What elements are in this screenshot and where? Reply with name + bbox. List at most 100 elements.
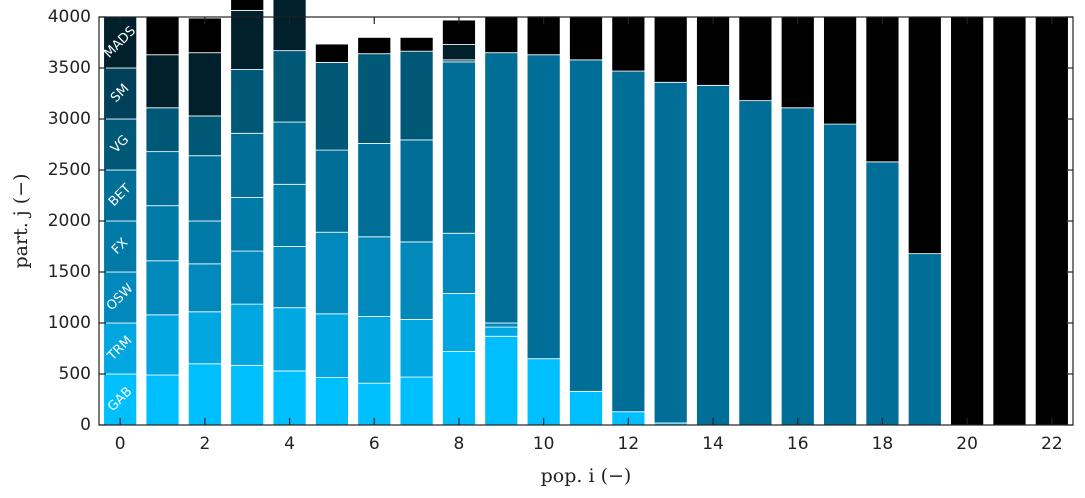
bar-segment-bet-17 — [823, 123, 858, 426]
bar-segment-gab-4 — [272, 370, 307, 426]
bar-segment-trm-2 — [187, 311, 222, 365]
bar-segment-bet-7 — [399, 139, 434, 243]
bar-segment-remainder-16 — [780, 16, 815, 109]
x-axis-label: pop. i (−) — [541, 465, 632, 487]
y-tick-label: 1500 — [48, 262, 91, 282]
bar-segment-remainder-18 — [865, 16, 900, 163]
y-tick-label: 4000 — [48, 7, 91, 27]
bars-layer — [103, 0, 1069, 426]
y-tick-label: 2000 — [48, 211, 91, 231]
bar-segment-remainder-7 — [399, 37, 434, 52]
bar-segment-remainder-9 — [484, 16, 519, 54]
bar-segment-bet-18 — [865, 161, 900, 426]
x-tick-label: 12 — [618, 434, 640, 454]
bar-segment-trm-6 — [357, 315, 392, 384]
x-tick-label: 18 — [872, 434, 894, 454]
bar-segment-remainder-13 — [653, 16, 688, 83]
bar-segment-trm-4 — [272, 307, 307, 372]
bar-segment-fx-0 — [103, 220, 138, 273]
bar-segment-remainder-21 — [992, 16, 1027, 426]
bar-segment-mads-8 — [442, 44, 476, 61]
y-tick-label: 2500 — [48, 160, 91, 180]
bar-segment-vg-7 — [399, 50, 434, 141]
bar-segment-osw-7 — [399, 241, 434, 320]
bar-segment-osw-2 — [187, 263, 222, 313]
y-tick-label: 500 — [59, 364, 91, 384]
bar-segment-vg-5 — [314, 61, 349, 151]
bar-segment-remainder-19 — [907, 16, 942, 255]
y-tick-label: 1000 — [48, 313, 91, 333]
x-tick-label: 10 — [533, 434, 555, 454]
tick-labels-layer: 0 500 1000 1500 2000 2500 3000 3500 4000 0 2 4 6 8 10 1… — [48, 7, 1063, 454]
bar-segment-gab-0 — [103, 373, 138, 426]
bar-segment-mads-2 — [187, 52, 222, 117]
bar-segment-remainder-3 — [230, 0, 265, 11]
bar-segment-trm-3 — [230, 303, 265, 366]
bar-segment-gab-1 — [145, 374, 180, 426]
x-tick-label: 14 — [702, 434, 724, 454]
bar-segment-bet-10 — [526, 54, 561, 360]
x-tick-label: 0 — [115, 434, 126, 454]
bar-segment-remainder-14 — [696, 16, 730, 86]
bar-segment-remainder-15 — [738, 16, 773, 102]
bar-segment-gab-11 — [569, 390, 603, 426]
bar-segment-remainder-20 — [950, 16, 985, 426]
bar-segment-remainder-1 — [145, 16, 180, 56]
bar-segment-bet-11 — [569, 59, 603, 392]
x-tick-label: 22 — [1041, 434, 1063, 454]
bar-segment-trm-7 — [399, 319, 434, 378]
bar-segment-vg-2 — [187, 115, 222, 157]
bar-segment-bet-4 — [272, 121, 307, 185]
bar-segment-trm-0 — [103, 322, 138, 375]
bar-segment-osw-1 — [145, 260, 180, 316]
bar-segment-vg-6 — [357, 53, 392, 144]
y-axis-label: part. j (−) — [10, 174, 32, 269]
bar-segment-bet-14 — [696, 84, 730, 426]
bar-segment-trm-9 — [484, 326, 519, 337]
bar-segment-gab-5 — [314, 377, 349, 426]
bar-segment-gab-9 — [484, 335, 519, 426]
bar-segment-bet-3 — [230, 132, 265, 198]
bar-segment-remainder-17 — [823, 16, 858, 125]
bar-segment-bet-1 — [145, 151, 180, 207]
bar-segment-trm-1 — [145, 314, 180, 376]
bar-segment-osw-8 — [442, 232, 476, 294]
bar-segment-remainder-11 — [569, 16, 603, 61]
bar-segment-bet-12 — [611, 70, 646, 413]
bar-segment-trm-8 — [442, 293, 476, 352]
bar-segment-bet-13 — [653, 81, 688, 424]
bar-segment-bet-8 — [442, 61, 476, 234]
bar-segment-gab-3 — [230, 364, 265, 426]
bar-segment-bet-15 — [738, 100, 773, 426]
bar-segment-vg-3 — [230, 69, 265, 134]
bar-segment-bet-16 — [780, 107, 815, 426]
bar-segment-fx-2 — [187, 220, 222, 265]
y-tick-label: 3500 — [48, 58, 91, 78]
x-tick-label: 8 — [454, 434, 465, 454]
bar-segment-vg-0 — [103, 118, 138, 171]
axes-layer — [98, 16, 1074, 426]
bar-segment-vg-4 — [272, 50, 307, 123]
bar-segment-bet-9 — [484, 52, 519, 324]
bar-segment-mads-4 — [272, 0, 307, 52]
bar-segment-osw-5 — [314, 231, 349, 315]
bar-segment-gab-10 — [526, 358, 561, 426]
bar-segment-remainder-6 — [357, 37, 392, 55]
bar-segment-remainder-12 — [611, 16, 646, 72]
bar-segment-bet-0 — [103, 169, 138, 222]
bar-segment-mads-3 — [230, 9, 265, 70]
x-tick-label: 20 — [956, 434, 978, 454]
bar-segment-osw-4 — [272, 246, 307, 309]
y-tick-label: 0 — [80, 415, 91, 435]
bar-segment-remainder-8 — [442, 19, 476, 45]
bar-segment-sm-0 — [103, 67, 138, 120]
bar-segment-remainder-22 — [1034, 16, 1069, 426]
bar-segment-gab-2 — [187, 363, 222, 426]
bar-segment-trm-5 — [314, 313, 349, 378]
bar-segment-osw-6 — [357, 236, 392, 317]
x-tick-label: 16 — [787, 434, 809, 454]
bar-segment-bet-5 — [314, 149, 349, 233]
bar-segment-bet-2 — [187, 155, 222, 222]
